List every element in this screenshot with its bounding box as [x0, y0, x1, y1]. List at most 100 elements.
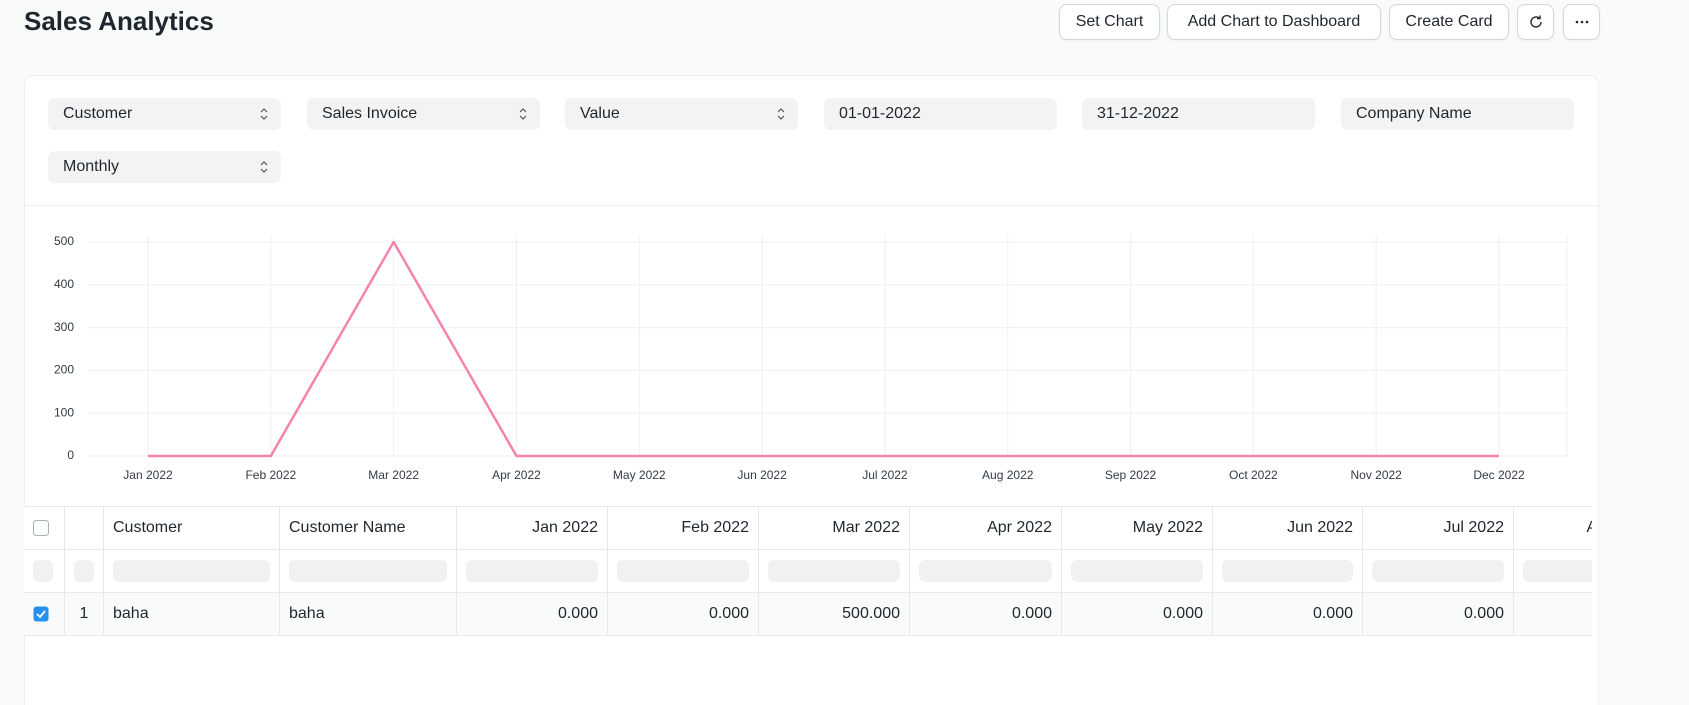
table-cell: baha [280, 593, 457, 635]
chevron [519, 108, 527, 120]
filter-cell [104, 550, 280, 592]
column-header: Mar 2022 [759, 507, 910, 549]
filter-text: Sales Invoice [322, 105, 418, 122]
column-filter-input[interactable] [1372, 560, 1504, 582]
select-filter[interactable]: Sales Invoice [307, 98, 540, 130]
column-header: Apr 2022 [910, 507, 1062, 549]
table-cell: baha [104, 593, 280, 635]
x-tick-label: Mar 2022 [368, 468, 419, 482]
column-filter-input[interactable] [768, 560, 900, 582]
table-row [24, 550, 1592, 593]
column-filter-input[interactable] [1222, 560, 1353, 582]
x-tick-label: Jan 2022 [123, 468, 173, 482]
filter-cell [1514, 550, 1592, 592]
table-row: Customer Customer Name Jan 2022 Feb 2022 Mar… [24, 507, 1592, 550]
button[interactable]: Create Card [1389, 4, 1509, 40]
x-tick-label: Apr 2022 [492, 468, 541, 482]
chevron [777, 108, 785, 120]
column-filter-input[interactable] [74, 560, 94, 582]
table-cell: 0.000 [1213, 593, 1363, 635]
filter-text: 31-12-2022 [1097, 105, 1179, 122]
x-tick-label: Jul 2022 [862, 468, 908, 482]
table-cell: 0.000 [608, 593, 759, 635]
y-tick-label: 100 [54, 405, 74, 419]
column-filter-input[interactable] [1071, 560, 1203, 582]
menu-button[interactable] [1563, 4, 1600, 40]
filter-cell [65, 550, 104, 592]
y-tick-label: 0 [67, 448, 74, 462]
chart: 0 100 200 300 400 500 Jan 2022 Feb 2022 Mar 2022… [54, 234, 1568, 482]
filter-text: 01-01-2022 [839, 105, 921, 122]
checkbox[interactable] [33, 606, 49, 622]
filter-cell [280, 550, 457, 592]
column-filter-input[interactable] [617, 560, 749, 582]
x-tick-label: Dec 2022 [1473, 468, 1525, 482]
select-filter[interactable]: Value [565, 98, 798, 130]
select-filter[interactable]: Customer [48, 98, 281, 130]
text-filter[interactable]: Company Name [1341, 98, 1574, 130]
filter-text: Company Name [1356, 105, 1472, 122]
table-cell: 0.000 [457, 593, 608, 635]
table-cell: 0.000 [1363, 593, 1514, 635]
filter-cell [1062, 550, 1213, 592]
column-header: Jan 2022 [457, 507, 608, 549]
chevron [260, 161, 268, 173]
data-table: Customer Customer Name Jan 2022 Feb 2022 Mar… [24, 506, 1592, 639]
button[interactable]: Set Chart [1059, 4, 1160, 40]
filter-text: Monthly [63, 158, 120, 175]
column-filter-input[interactable] [113, 560, 270, 582]
filter-cell [1363, 550, 1514, 592]
y-tick-label: 300 [54, 320, 74, 334]
page-title: Sales Analytics [24, 6, 214, 36]
filter-cell [910, 550, 1062, 592]
y-tick-label: 400 [54, 277, 74, 291]
separator [24, 205, 1599, 206]
line-series [148, 240, 1499, 458]
table-cell: 500.000 [759, 593, 910, 635]
row-index: 1 [65, 593, 104, 635]
x-tick-label: Feb 2022 [245, 468, 296, 482]
x-tick-label: Aug 2022 [982, 468, 1034, 482]
filter-cell [457, 550, 608, 592]
menu-icon [1575, 20, 1588, 24]
y-tick-label: 500 [54, 234, 74, 248]
filter-text: Value [580, 105, 620, 122]
column-header: May 2022 [1062, 507, 1213, 549]
column-filter-input[interactable] [1523, 560, 1592, 582]
header-cell [65, 507, 104, 549]
x-tick-label: Nov 2022 [1350, 468, 1402, 482]
table-cell [1514, 593, 1592, 635]
select-filter[interactable]: Monthly [48, 151, 281, 183]
column-header: Jul 2022 [1363, 507, 1514, 549]
refresh-button[interactable] [1517, 4, 1554, 40]
checkbox[interactable] [33, 520, 49, 536]
filter-text: Customer [63, 105, 133, 122]
date-filter[interactable]: 31-12-2022 [1082, 98, 1315, 130]
column-header: Jun 2022 [1213, 507, 1363, 549]
table-row: 1 baha baha 0.000 0.000 500.000 0.000 0.000 0.00… [24, 593, 1592, 636]
x-tick-label: Oct 2022 [1229, 468, 1278, 482]
column-filter-input[interactable] [33, 560, 53, 582]
chevron [260, 108, 268, 120]
column-filter-input[interactable] [289, 560, 447, 582]
table-cell: 0.000 [910, 593, 1062, 635]
column-header: Customer [104, 507, 280, 549]
filter-cell [608, 550, 759, 592]
x-tick-label: May 2022 [613, 468, 666, 482]
button[interactable]: Add Chart to Dashboard [1167, 4, 1381, 40]
date-filter[interactable]: 01-01-2022 [824, 98, 1057, 130]
column-header: Aug 2022 [1514, 507, 1592, 549]
row-check [24, 593, 65, 635]
table-cell: 0.000 [1062, 593, 1213, 635]
y-tick-label: 200 [54, 363, 74, 377]
column-filter-input[interactable] [919, 560, 1052, 582]
x-tick-label: Sep 2022 [1105, 468, 1157, 482]
filter-cell [24, 550, 65, 592]
x-tick-label: Jun 2022 [737, 468, 787, 482]
header-cell [24, 507, 65, 549]
filter-cell [759, 550, 910, 592]
column-header: Customer Name [280, 507, 457, 549]
column-filter-input[interactable] [466, 560, 598, 582]
filter-cell [1213, 550, 1363, 592]
